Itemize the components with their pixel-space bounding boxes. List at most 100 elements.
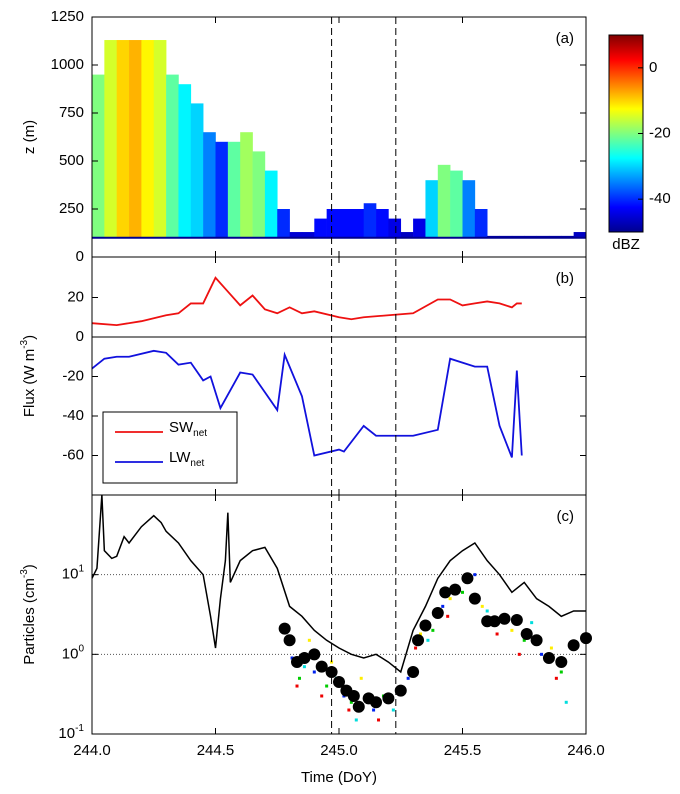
panel-label: (a): [556, 30, 574, 47]
mean-dot: [449, 583, 462, 596]
mean-dot: [461, 572, 474, 585]
radar-column: [277, 209, 290, 238]
y-tick-label: -60: [62, 446, 84, 463]
legend-label-part: net: [190, 458, 204, 469]
radar-column: [437, 164, 451, 238]
mean-dot: [530, 634, 543, 647]
particle-dot: [349, 700, 353, 704]
radar-column: [264, 170, 278, 238]
y-tick-label: 100: [62, 643, 85, 662]
particle-dot: [297, 676, 301, 680]
radar-column: [314, 218, 327, 238]
radar-column: [301, 232, 315, 238]
particle-dot: [290, 656, 294, 660]
particle-dot: [359, 676, 363, 680]
flux-line: [91, 349, 523, 458]
mean-dot: [315, 660, 328, 673]
radar-column: [474, 209, 488, 238]
radar-column: [351, 209, 364, 238]
particle-dot: [426, 638, 430, 642]
radar-column: [227, 141, 241, 238]
particle-dot: [307, 638, 311, 642]
particle-dot: [540, 652, 544, 656]
mean-dot: [352, 700, 365, 713]
y-axis-title-part: Flux (W m: [21, 349, 38, 417]
mean-dot: [419, 619, 432, 632]
y-tick-label-part: 10: [62, 566, 79, 583]
particle-dot: [312, 670, 316, 674]
radar-column: [425, 180, 439, 238]
radar-column: [129, 40, 142, 238]
particle-dot: [320, 694, 324, 698]
y-tick-label: 250: [59, 200, 84, 217]
radar-column: [450, 170, 463, 238]
y-tick-label: 1000: [51, 56, 84, 73]
mean-dot: [370, 696, 383, 709]
particle-dot: [302, 665, 306, 669]
y-tick-label: -20: [62, 367, 84, 384]
legend-label-part: SW: [169, 419, 194, 436]
mean-dot: [333, 675, 345, 688]
y-tick-label-part: 1: [78, 564, 84, 575]
mean-dot: [468, 592, 481, 605]
colorbar: [608, 34, 644, 233]
mean-dot: [567, 639, 580, 652]
legend-label: LWnet: [169, 449, 205, 469]
radar-column: [92, 74, 105, 238]
radar-column: [178, 84, 192, 238]
particle-dot: [554, 676, 558, 680]
radar-column: [240, 132, 253, 238]
mean-dot: [347, 689, 360, 702]
y-axis-title-part: ): [21, 335, 38, 340]
particle-dot: [295, 684, 299, 688]
particle-dot: [448, 597, 452, 601]
particle-dot: [517, 652, 521, 656]
mean-dot: [394, 684, 407, 697]
radar-column: [363, 203, 377, 238]
y-tick-label-part: 0: [78, 643, 84, 654]
particle-dot: [372, 708, 376, 712]
radar-column: [215, 141, 229, 238]
particle-dot: [431, 628, 435, 632]
particle-dot: [473, 573, 477, 577]
particle-dot: [480, 604, 484, 608]
y-axis-title-part: ): [21, 564, 38, 569]
particle-dot: [530, 621, 534, 625]
legend-label-part: LW: [169, 449, 191, 466]
particle-dot: [549, 646, 553, 650]
x-tick-label: 244.5: [197, 742, 235, 759]
radar-column: [573, 232, 587, 238]
y-tick-label: -40: [62, 407, 84, 424]
y-tick-label-part: -1: [75, 723, 84, 734]
y-tick-label: 0: [76, 248, 84, 265]
y-tick-label: 20: [67, 288, 84, 305]
mean-dot: [283, 634, 296, 647]
x-tick-label: 246.0: [567, 742, 605, 759]
particle-dot: [485, 609, 489, 613]
y-tick-label: 500: [59, 152, 84, 169]
particle-dot: [510, 628, 514, 632]
y-axis-title: Particles (cm-3): [19, 564, 38, 665]
x-axis-title: Time (DoY): [301, 769, 377, 786]
particle-dot: [377, 718, 381, 722]
panel-label: (b): [556, 270, 574, 287]
particle-dot: [325, 684, 329, 688]
radar-column: [104, 40, 117, 238]
particle-dot: [461, 590, 464, 594]
mean-dot: [412, 634, 425, 647]
mean-dot: [278, 622, 291, 635]
mean-dot: [407, 666, 420, 679]
y-tick-label: 750: [59, 104, 84, 121]
particle-dot: [406, 676, 410, 680]
mean-dot: [308, 648, 321, 661]
radar-column: [376, 209, 389, 238]
mean-dot: [298, 651, 311, 664]
x-tick-label: 244.0: [73, 742, 111, 759]
radar-column: [462, 180, 476, 238]
y-tick-label: 10-1: [58, 723, 84, 742]
colorbar-tick-label: -20: [649, 124, 671, 141]
radar-column: [116, 40, 130, 238]
legend-label: SWnet: [169, 419, 207, 439]
radar-column: [326, 209, 340, 238]
x-tick-label: 245.0: [320, 742, 358, 759]
